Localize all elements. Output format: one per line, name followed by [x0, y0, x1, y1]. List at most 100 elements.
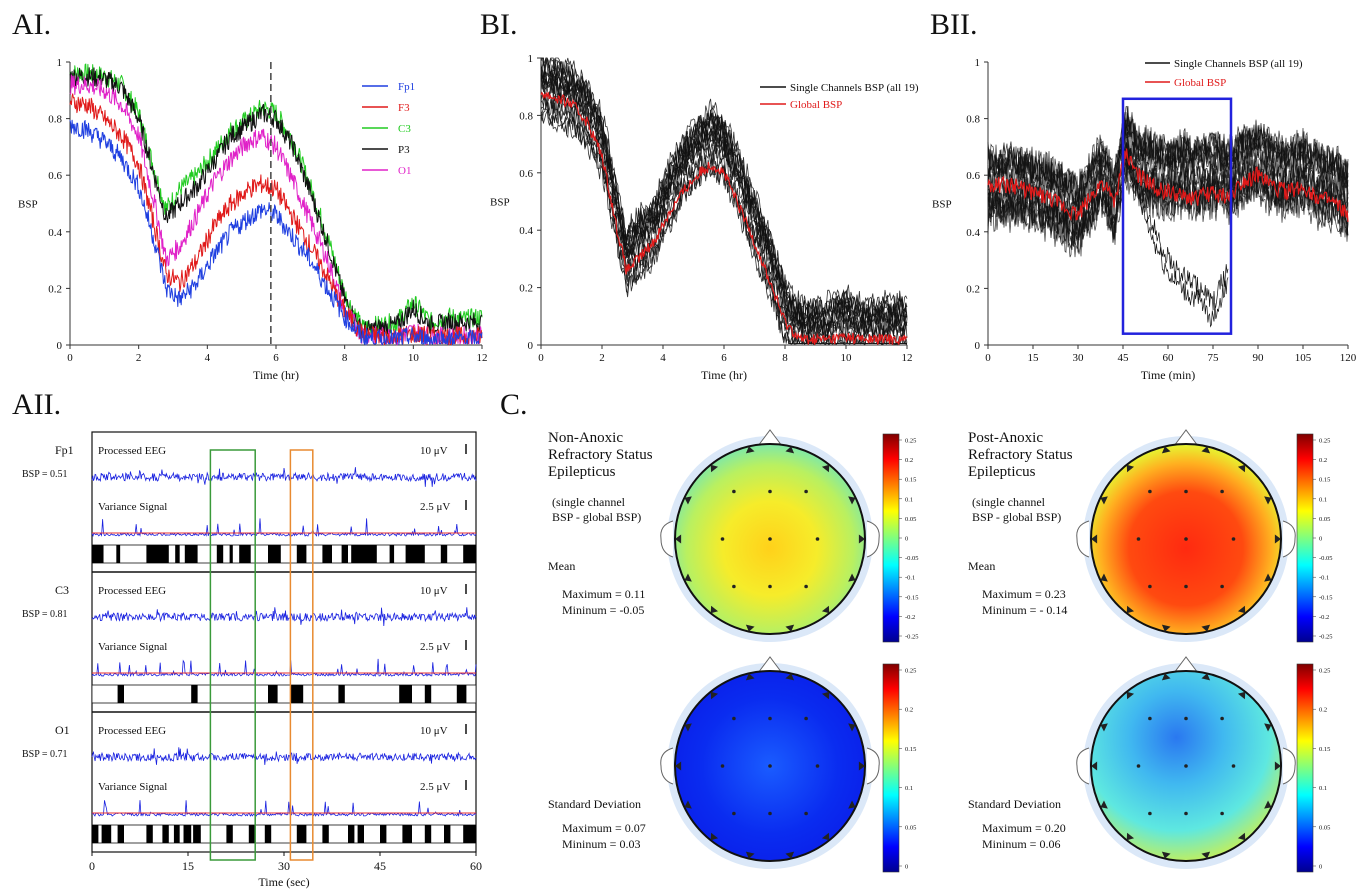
- rim-marker: [785, 673, 795, 681]
- colorbar-left-sd: [882, 663, 900, 873]
- topomap-right-sd-right-ear: [1282, 747, 1296, 785]
- x-tick-label: 10: [408, 352, 420, 364]
- y-tick-label: 0.4: [48, 227, 62, 239]
- rim-marker: [1264, 573, 1272, 582]
- x-axis-label: Time (hr): [253, 368, 299, 382]
- right-title: Post-Anoxic: [968, 430, 1043, 446]
- topomap-left-mean-left-ear: [660, 520, 674, 558]
- suppression-block: [264, 825, 272, 843]
- legend-label-single: Single Channels BSP (all 19): [1174, 58, 1303, 70]
- x-tick-label: 60: [1163, 352, 1175, 364]
- suppression-block: [229, 545, 233, 563]
- electrode-dot: [804, 584, 808, 589]
- colorbar-tick-label: -0.15: [905, 594, 919, 601]
- topomap-left-mean-right-ear: [866, 520, 880, 558]
- rim-marker: [1126, 605, 1135, 614]
- rim-marker: [848, 573, 856, 582]
- colorbar-tick-label: 0.1: [905, 496, 913, 503]
- colorbar-tick-label: -0.15: [1319, 594, 1333, 601]
- colorbar-tick-label: -0.1: [905, 575, 915, 582]
- rim-marker: [1091, 534, 1098, 544]
- left-subtitle: BSP - global BSP): [552, 510, 641, 524]
- variance-trace: [91, 658, 477, 677]
- suppression-block: [463, 545, 476, 563]
- rim-marker: [785, 851, 795, 859]
- rim-marker: [684, 496, 692, 505]
- rim-marker: [1237, 832, 1246, 841]
- x-tick-label: 4: [660, 352, 666, 364]
- x-tick-label: 6: [273, 352, 279, 364]
- y-tick-label: 0.2: [966, 283, 980, 295]
- electrode-dot: [1184, 489, 1188, 494]
- suppression-block: [184, 545, 198, 563]
- left-subtitle: (single channel: [552, 495, 626, 509]
- left-mean-max: Maximum = 0.11: [562, 587, 645, 601]
- topomap-right-mean-right-ear: [1282, 520, 1296, 558]
- eeg-trace: [91, 607, 477, 627]
- single-channel-line: [541, 108, 907, 345]
- variance-scale-label: 2.5 μV: [420, 781, 450, 793]
- y-tick-label: 0.8: [966, 114, 980, 126]
- suppression-block: [239, 545, 251, 563]
- suppression-block: [389, 545, 395, 563]
- electrode-dot: [1148, 716, 1152, 721]
- rim-marker: [684, 723, 692, 732]
- variance-trace: [91, 518, 477, 538]
- suppression-block: [193, 825, 201, 843]
- panel-label-aii: AII.: [12, 388, 62, 421]
- single-channel-line: [540, 57, 908, 322]
- eeg-label: Processed EEG: [98, 445, 166, 457]
- left-mean-min: Mininum = -0.05: [562, 603, 644, 617]
- colorbar-tick-label: 0: [1319, 536, 1322, 543]
- variance-scale-label: 2.5 μV: [420, 501, 450, 513]
- colorbar-tick-label: 0.25: [905, 438, 916, 445]
- panel-label-bi: BI.: [480, 8, 518, 41]
- suppression-block: [92, 825, 99, 843]
- y-tick-label: 0: [528, 340, 534, 352]
- rim-marker: [785, 446, 795, 454]
- x-tick-label: 2: [599, 352, 605, 364]
- rim-marker: [785, 624, 795, 632]
- electrode-dot: [768, 764, 772, 768]
- y-tick-label: 1: [975, 57, 981, 69]
- legend-label-global: Global BSP: [1174, 77, 1226, 89]
- rim-marker: [1201, 851, 1211, 859]
- single-channel-line: [540, 57, 908, 321]
- suppression-block: [296, 545, 307, 563]
- rim-marker: [1161, 446, 1171, 454]
- topomap-right-mean-left-ear: [1076, 520, 1090, 558]
- rim-marker: [1100, 496, 1108, 505]
- suppression-block: [351, 545, 377, 563]
- rim-marker: [710, 464, 719, 473]
- x-tick-label: 45: [374, 859, 386, 873]
- rim-marker: [848, 800, 856, 809]
- topomap-left-sd-left-ear: [660, 747, 674, 785]
- y-tick-label: 0.6: [48, 170, 62, 182]
- suppression-block: [173, 825, 180, 843]
- single-channel-line: [540, 74, 908, 340]
- x-tick-label: 8: [782, 352, 788, 364]
- left-title: Refractory Status: [548, 447, 653, 463]
- rim-marker: [1237, 691, 1246, 700]
- electrode-dot: [804, 811, 808, 816]
- rim-marker: [684, 573, 692, 582]
- colorbar-tick-label: 0.1: [905, 785, 913, 792]
- legend-label-Fp1: Fp1: [398, 81, 415, 93]
- suppression-block: [405, 545, 425, 563]
- suppression-block: [117, 685, 124, 703]
- rim-marker: [1126, 691, 1135, 700]
- left-title: Epilepticus: [548, 464, 616, 480]
- suppression-block: [162, 825, 169, 843]
- colorbar-tick-label: -0.1: [1319, 575, 1329, 582]
- y-tick-label: 0.2: [48, 283, 62, 295]
- rim-marker: [745, 446, 755, 454]
- rim-marker: [1161, 851, 1171, 859]
- colorbar-tick-label: -0.05: [1319, 555, 1333, 562]
- channel-bsp-Fp1: BSP = 0.51: [22, 469, 68, 480]
- electrode-dot: [815, 764, 820, 768]
- suppression-block: [456, 685, 467, 703]
- suppression-block: [116, 545, 121, 563]
- legend-label-P3: P3: [398, 144, 410, 156]
- global-bsp-line: [987, 148, 1349, 222]
- rim-marker: [1161, 673, 1171, 681]
